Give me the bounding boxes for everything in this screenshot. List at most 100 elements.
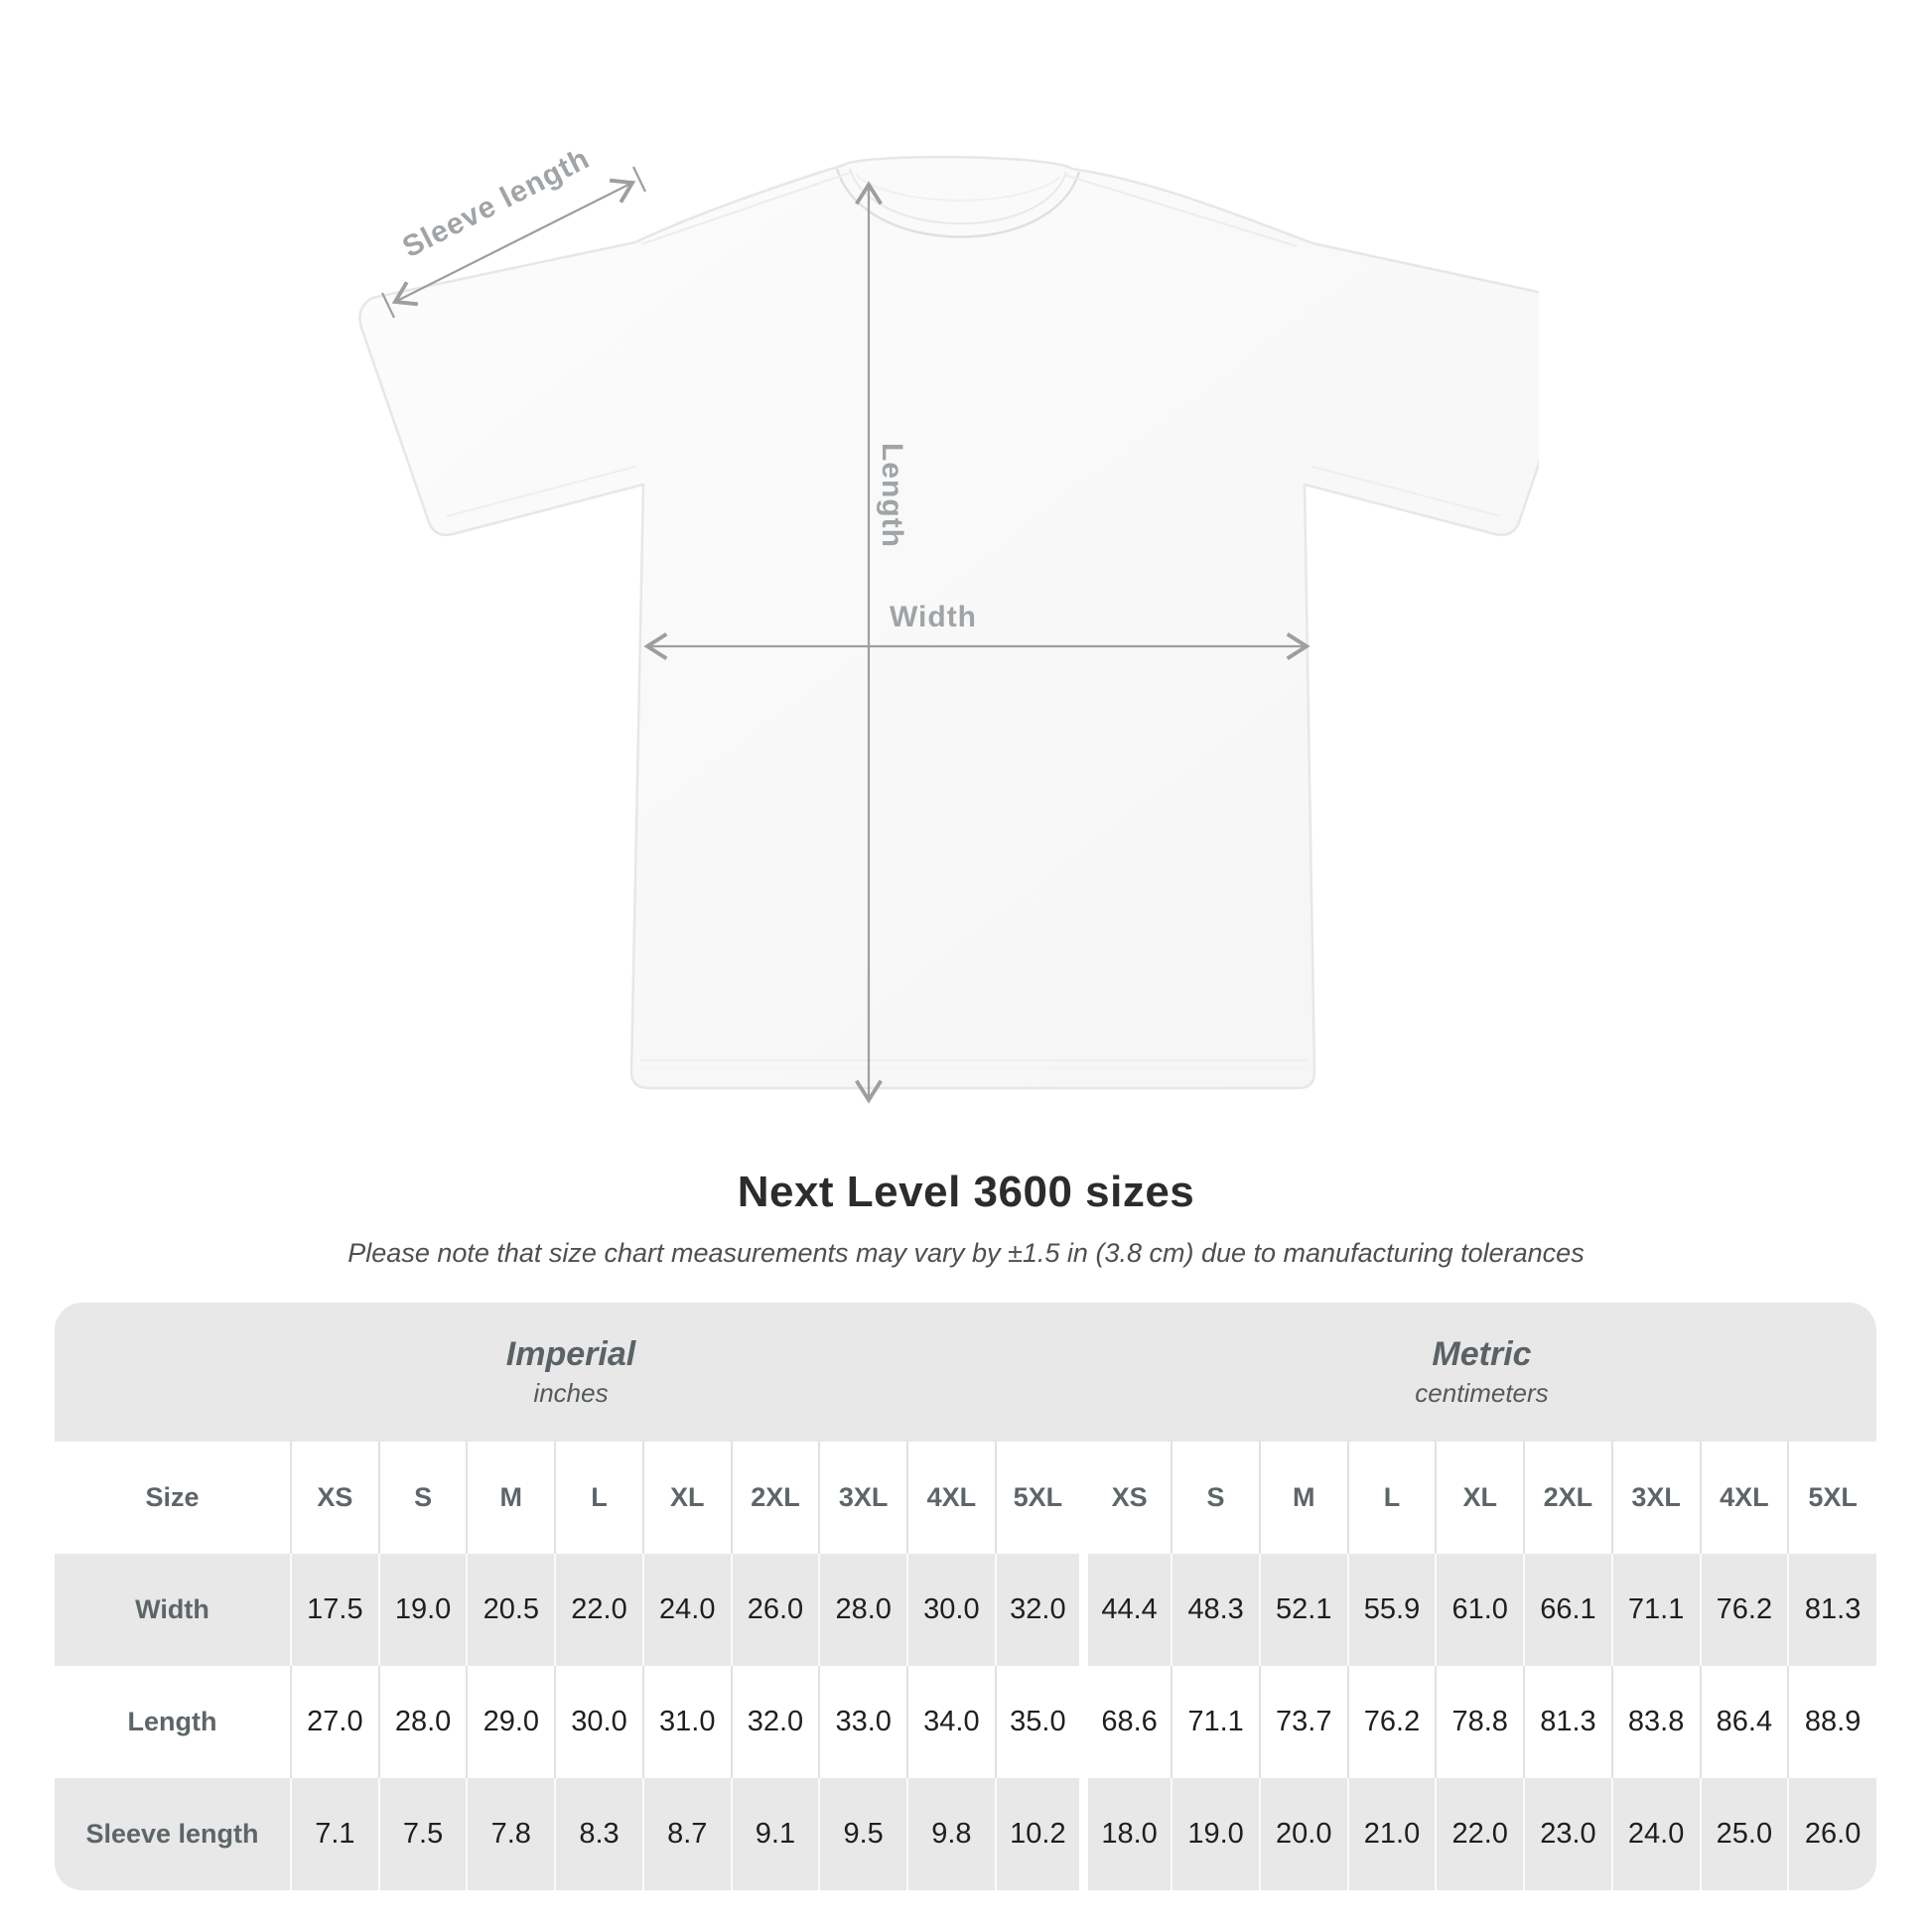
tolerance-note: Please note that size chart measurements… (347, 1238, 1585, 1268)
measurement-cell: 22.0 (554, 1554, 643, 1666)
measurement-cell: 31.0 (641, 1666, 732, 1778)
measurement-cell: 35.0 (994, 1666, 1084, 1778)
measurement-cell: 73.7 (1258, 1666, 1348, 1778)
size-col-metric-m: M (1258, 1442, 1348, 1554)
unit-header: Imperial inches Metric centimeters (55, 1303, 1876, 1442)
size-table: Size XS S M L XL 2XL 3XL 4XL 5XL XS S M L XL 2XL 3XL 4XL… (55, 1442, 1876, 1890)
measurement-cell: 76.2 (1699, 1554, 1789, 1666)
imperial-title: Imperial (505, 1335, 636, 1373)
measurement-cell: 26.0 (1787, 1778, 1876, 1890)
measurement-cell: 33.0 (818, 1666, 908, 1778)
measurement-cell: 7.1 (290, 1778, 379, 1890)
size-chart-card: Imperial inches Metric centimeters Size … (55, 1303, 1876, 1890)
measurement-cell: 18.0 (1078, 1778, 1173, 1890)
measurement-row-width: Width 17.5 19.0 20.5 22.0 24.0 26.0 28.0 30.0 32.… (55, 1554, 1876, 1666)
measurement-cell: 29.0 (466, 1666, 556, 1778)
measurement-cell: 25.0 (1699, 1778, 1789, 1890)
tshirt-body (358, 155, 1539, 1090)
tshirt-illustration (358, 155, 1539, 1104)
measurement-cell: 32.0 (730, 1666, 820, 1778)
sleeve-arrow-tick (632, 166, 646, 193)
measurement-cell: 55.9 (1346, 1554, 1437, 1666)
measurement-cell: 28.0 (377, 1666, 468, 1778)
measurement-cell: 9.1 (730, 1778, 820, 1890)
measurement-cell: 78.8 (1435, 1666, 1525, 1778)
measurement-cell: 17.5 (290, 1554, 379, 1666)
measurement-cell: 88.9 (1787, 1666, 1876, 1778)
measurement-cell: 52.1 (1258, 1554, 1348, 1666)
page-title: Next Level 3600 sizes (737, 1168, 1195, 1216)
metric-title: Metric (1432, 1335, 1532, 1373)
measurement-cell: 71.1 (1610, 1554, 1701, 1666)
measurement-cell: 81.3 (1523, 1666, 1612, 1778)
size-col-metric-s: S (1171, 1442, 1260, 1554)
measurement-cell: 68.6 (1078, 1666, 1173, 1778)
measurement-cell: 30.0 (906, 1554, 996, 1666)
size-col-imperial-5xl: 5XL (994, 1442, 1084, 1554)
measurement-cell: 61.0 (1435, 1554, 1525, 1666)
size-col-imperial-2xl: 2XL (730, 1442, 820, 1554)
tshirt-diagram: Sleeve length Length Width (298, 117, 1539, 1132)
size-col-imperial-l: L (554, 1442, 643, 1554)
measurement-cell: 26.0 (730, 1554, 820, 1666)
measurement-cell: 44.4 (1078, 1554, 1173, 1666)
size-col-imperial-xl: XL (641, 1442, 732, 1554)
measurement-cell: 9.8 (906, 1778, 996, 1890)
measurement-cell: 76.2 (1346, 1666, 1437, 1778)
measurement-row-sleeve-length: Sleeve length 7.1 7.5 7.8 8.3 8.7 9.1 9.5 9.8 10.… (55, 1778, 1876, 1890)
sleeve-arrow-tick (381, 292, 395, 319)
measurement-cell: 66.1 (1523, 1554, 1612, 1666)
measurement-cell: 28.0 (818, 1554, 908, 1666)
size-col-imperial-s: S (377, 1442, 468, 1554)
measurement-cell: 19.0 (377, 1554, 468, 1666)
imperial-section-header: Imperial inches (55, 1303, 1087, 1442)
width-label: Width (889, 601, 978, 633)
size-col-metric-3xl: 3XL (1610, 1442, 1701, 1554)
size-col-metric-4xl: 4XL (1699, 1442, 1789, 1554)
size-col-imperial-m: M (466, 1442, 556, 1554)
row-label: Length (127, 1707, 217, 1736)
metric-section-header: Metric centimeters (1087, 1303, 1876, 1442)
measurement-cell: 71.1 (1171, 1666, 1260, 1778)
measurement-arrows (381, 166, 1311, 1104)
metric-unit: centimeters (1415, 1378, 1549, 1408)
imperial-unit: inches (533, 1378, 609, 1408)
length-label: Length (876, 443, 908, 548)
measurement-cell: 30.0 (554, 1666, 643, 1778)
measurement-cell: 20.0 (1258, 1778, 1348, 1890)
size-header-row: Size XS S M L XL 2XL 3XL 4XL 5XL XS S M L XL 2XL 3XL 4XL… (55, 1442, 1876, 1554)
row-label: Width (135, 1594, 209, 1624)
size-col-imperial-3xl: 3XL (818, 1442, 908, 1554)
measurement-cell: 24.0 (1610, 1778, 1701, 1890)
measurement-cell: 27.0 (290, 1666, 379, 1778)
measurement-cell: 48.3 (1171, 1554, 1260, 1666)
measurement-cell: 20.5 (466, 1554, 556, 1666)
size-col-metric-l: L (1346, 1442, 1437, 1554)
size-header-cell: Size (145, 1482, 200, 1512)
sleeve-length-arrow (391, 178, 636, 307)
measurement-cell: 8.7 (641, 1778, 732, 1890)
measurement-cell: 34.0 (906, 1666, 996, 1778)
size-col-imperial-4xl: 4XL (906, 1442, 996, 1554)
measurement-cell: 10.2 (994, 1778, 1084, 1890)
size-col-metric-5xl: 5XL (1787, 1442, 1876, 1554)
size-col-metric-2xl: 2XL (1523, 1442, 1612, 1554)
size-col-metric-xs: XS (1078, 1442, 1173, 1554)
measurement-cell: 83.8 (1610, 1666, 1701, 1778)
row-label: Sleeve length (85, 1819, 259, 1849)
size-col-metric-xl: XL (1435, 1442, 1525, 1554)
measurement-cell: 81.3 (1787, 1554, 1876, 1666)
measurement-cell: 21.0 (1346, 1778, 1437, 1890)
measurement-cell: 86.4 (1699, 1666, 1789, 1778)
size-col-imperial-xs: XS (290, 1442, 379, 1554)
measurement-cell: 24.0 (641, 1554, 732, 1666)
measurement-cell: 22.0 (1435, 1778, 1525, 1890)
measurement-cell: 23.0 (1523, 1778, 1612, 1890)
measurement-cell: 7.8 (466, 1778, 556, 1890)
measurement-cell: 32.0 (994, 1554, 1084, 1666)
measurement-cell: 9.5 (818, 1778, 908, 1890)
measurement-cell: 8.3 (554, 1778, 643, 1890)
measurement-cell: 19.0 (1171, 1778, 1260, 1890)
measurement-row-length: Length 27.0 28.0 29.0 30.0 31.0 32.0 33.0 34.0 35… (55, 1666, 1876, 1778)
